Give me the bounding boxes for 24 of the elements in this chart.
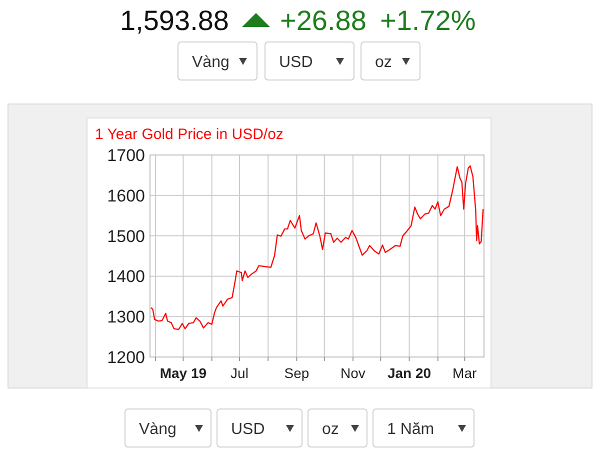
dropdown: oz <box>308 408 368 448</box>
x-tick-label: Jan 20 <box>387 365 432 381</box>
dropdown: oz <box>360 42 420 80</box>
x-tick-label: May 19 <box>160 365 207 381</box>
dropdown: 1 Năm <box>372 408 474 448</box>
text: +1.72% <box>380 5 476 36</box>
chart-title: 1 Year Gold Price in USD/oz <box>95 126 284 143</box>
dropdown: Vàng <box>124 408 212 448</box>
y-tick-label: 1500 <box>107 226 145 246</box>
x-tick-label: Jul <box>230 365 248 381</box>
y-tick-label: 1400 <box>107 267 145 286</box>
text: +26.88 <box>280 5 366 36</box>
x-tick-label: Mar <box>452 365 478 381</box>
x-tick-label: Sep <box>284 365 310 381</box>
dropdown: Vàng <box>178 42 258 80</box>
y-tick-label: 1200 <box>107 348 145 367</box>
y-tick-label: 1700 <box>107 146 145 165</box>
y-tick-label: 1300 <box>107 308 145 327</box>
dropdown: USD <box>216 408 302 448</box>
y-tick-label: 1600 <box>107 186 145 206</box>
line-series <box>150 165 484 330</box>
text: 1,593.88 <box>120 5 229 36</box>
dropdown: USD <box>264 42 354 80</box>
x-tick-label: Nov <box>340 365 366 381</box>
